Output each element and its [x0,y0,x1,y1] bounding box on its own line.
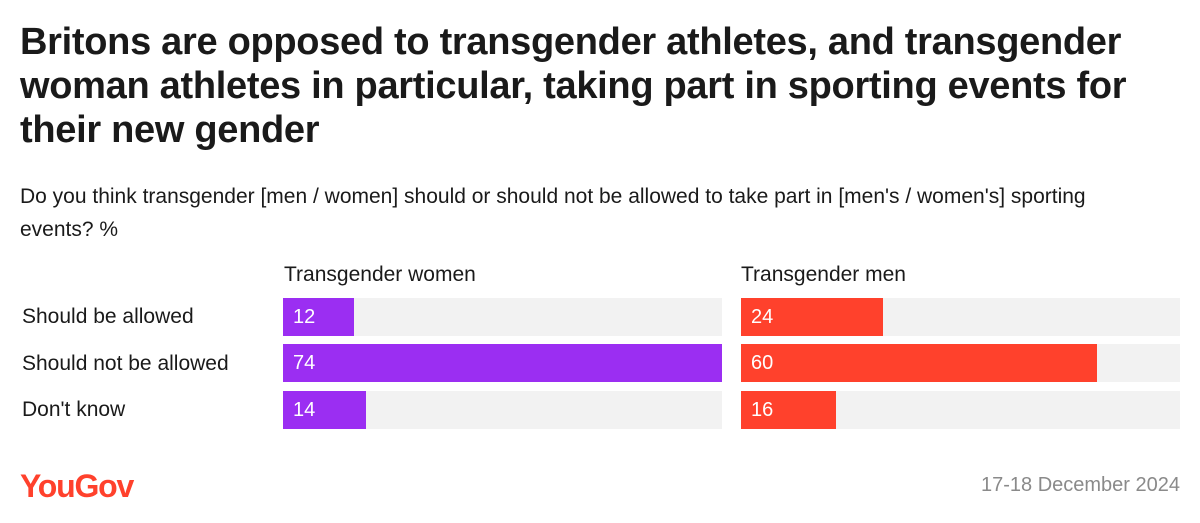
panel-title-men: Transgender men [741,263,906,286]
bar-men-should-be-allowed: 24 [741,298,884,336]
bar-track-men-should-be-allowed: 24 [741,298,1180,336]
bar-value-label-men-should-not-be-allowed: 60 [751,352,774,374]
chart-subtitle: Do you think transgender [men / women] s… [20,185,1086,241]
bar-value-label-men-should-be-allowed: 24 [751,306,774,328]
bar-value-label-women-should-not-be-allowed: 74 [293,352,316,374]
bar-track-men-should-not-be-allowed: 60 [741,344,1180,382]
bar-track-women-should-not-be-allowed: 74 [283,344,722,382]
chart-title: Britons are opposed to transgender athle… [20,21,1127,151]
bar-track-men-dont-know: 16 [741,391,1180,429]
bar-women-dont-know: 14 [283,391,367,429]
bar-women-should-not-be-allowed: 74 [283,344,722,382]
panel-title-women: Transgender women [284,263,476,286]
bar-value-label-women-dont-know: 14 [293,399,316,421]
bar-track-women-should-be-allowed: 12 [283,298,722,336]
survey-date: 17-18 December 2024 [980,474,1180,496]
bar-value-label-women-should-be-allowed: 12 [293,306,316,328]
yougov-logo: YouGov [20,468,134,504]
bar-men-dont-know: 16 [741,391,836,429]
bar-value-label-men-dont-know: 16 [751,399,774,421]
bar-men-should-not-be-allowed: 60 [741,344,1097,382]
bar-women-should-be-allowed: 12 [283,298,355,336]
category-label-dont-know: Don't know [22,398,126,421]
category-label-should-not-be-allowed: Should not be allowed [22,352,229,375]
category-label-should-be-allowed: Should be allowed [22,305,194,328]
bar-track-women-dont-know: 14 [283,391,722,429]
